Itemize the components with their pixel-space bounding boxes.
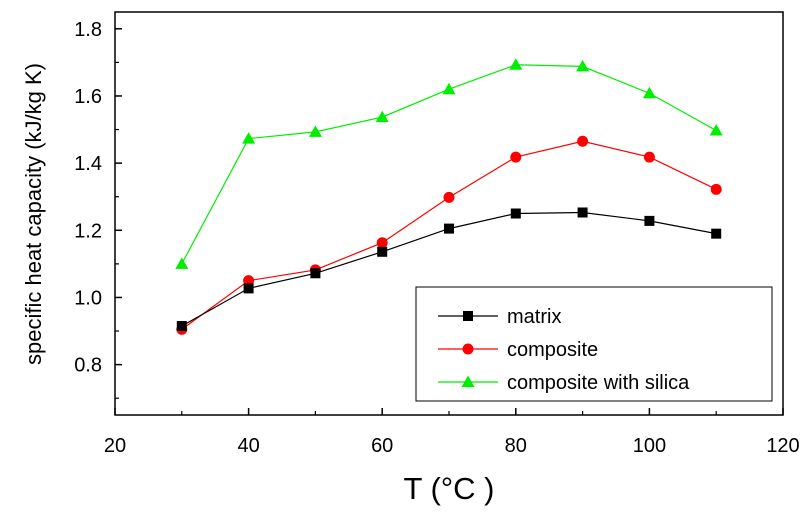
x-tick-label: 20 (104, 435, 126, 457)
legend: matrix composite composite with silica (415, 286, 773, 402)
y-axis-title: specific heat capacity (kJ/kg K) (21, 63, 46, 365)
data-point (711, 228, 722, 239)
y-tick-label: 1.8 (74, 19, 102, 41)
data-point (375, 110, 389, 123)
y-tick-label: 1.0 (74, 287, 102, 309)
legend-item: matrix (438, 306, 561, 328)
legend-label: composite (507, 339, 598, 361)
x-tick-label: 60 (371, 435, 393, 457)
x-tick-label: 40 (237, 435, 259, 457)
y-tick-label: 1.4 (74, 153, 102, 175)
data-point (243, 283, 254, 294)
x-axis: 20 40 60 80 100 120 (104, 408, 800, 457)
data-point (644, 215, 655, 226)
x-axis-title: T (°C ) (403, 471, 494, 506)
x-tick-label: 80 (505, 435, 527, 457)
data-point (709, 124, 723, 136)
data-point (643, 151, 655, 163)
data-point (444, 223, 454, 234)
data-point (308, 125, 322, 137)
data-point (175, 257, 189, 269)
data-point (710, 183, 722, 195)
series-line (181, 64, 717, 265)
data-point (576, 59, 590, 72)
series-layer (175, 58, 723, 335)
data-point (377, 246, 388, 257)
data-point (577, 135, 589, 147)
data-point (442, 82, 456, 95)
y-axis: 0.8 1.0 1.2 1.4 1.6 1.8 (74, 19, 122, 399)
legend-label: matrix (507, 306, 561, 328)
data-point (176, 321, 187, 332)
data-point (462, 343, 474, 355)
data-point (463, 311, 473, 321)
y-tick-label: 0.8 (74, 355, 102, 377)
data-point (461, 375, 475, 387)
data-point (443, 191, 455, 203)
x-tick-label: 120 (766, 435, 799, 457)
legend-item: composite with silica (438, 372, 690, 394)
y-tick-label: 1.2 (74, 220, 102, 242)
data-point (642, 86, 656, 99)
legend-item: composite (438, 339, 598, 361)
x-tick-label: 100 (633, 435, 666, 457)
data-point (509, 58, 523, 70)
data-point (510, 151, 522, 163)
data-point (376, 237, 388, 249)
legend-label: composite with silica (507, 372, 690, 394)
series-matrix (176, 207, 722, 332)
data-point (242, 132, 256, 144)
data-point (510, 208, 521, 219)
data-point (577, 207, 588, 218)
y-tick-label: 1.6 (74, 86, 102, 108)
data-point (310, 268, 321, 279)
series-composite-with-silica (175, 58, 723, 269)
